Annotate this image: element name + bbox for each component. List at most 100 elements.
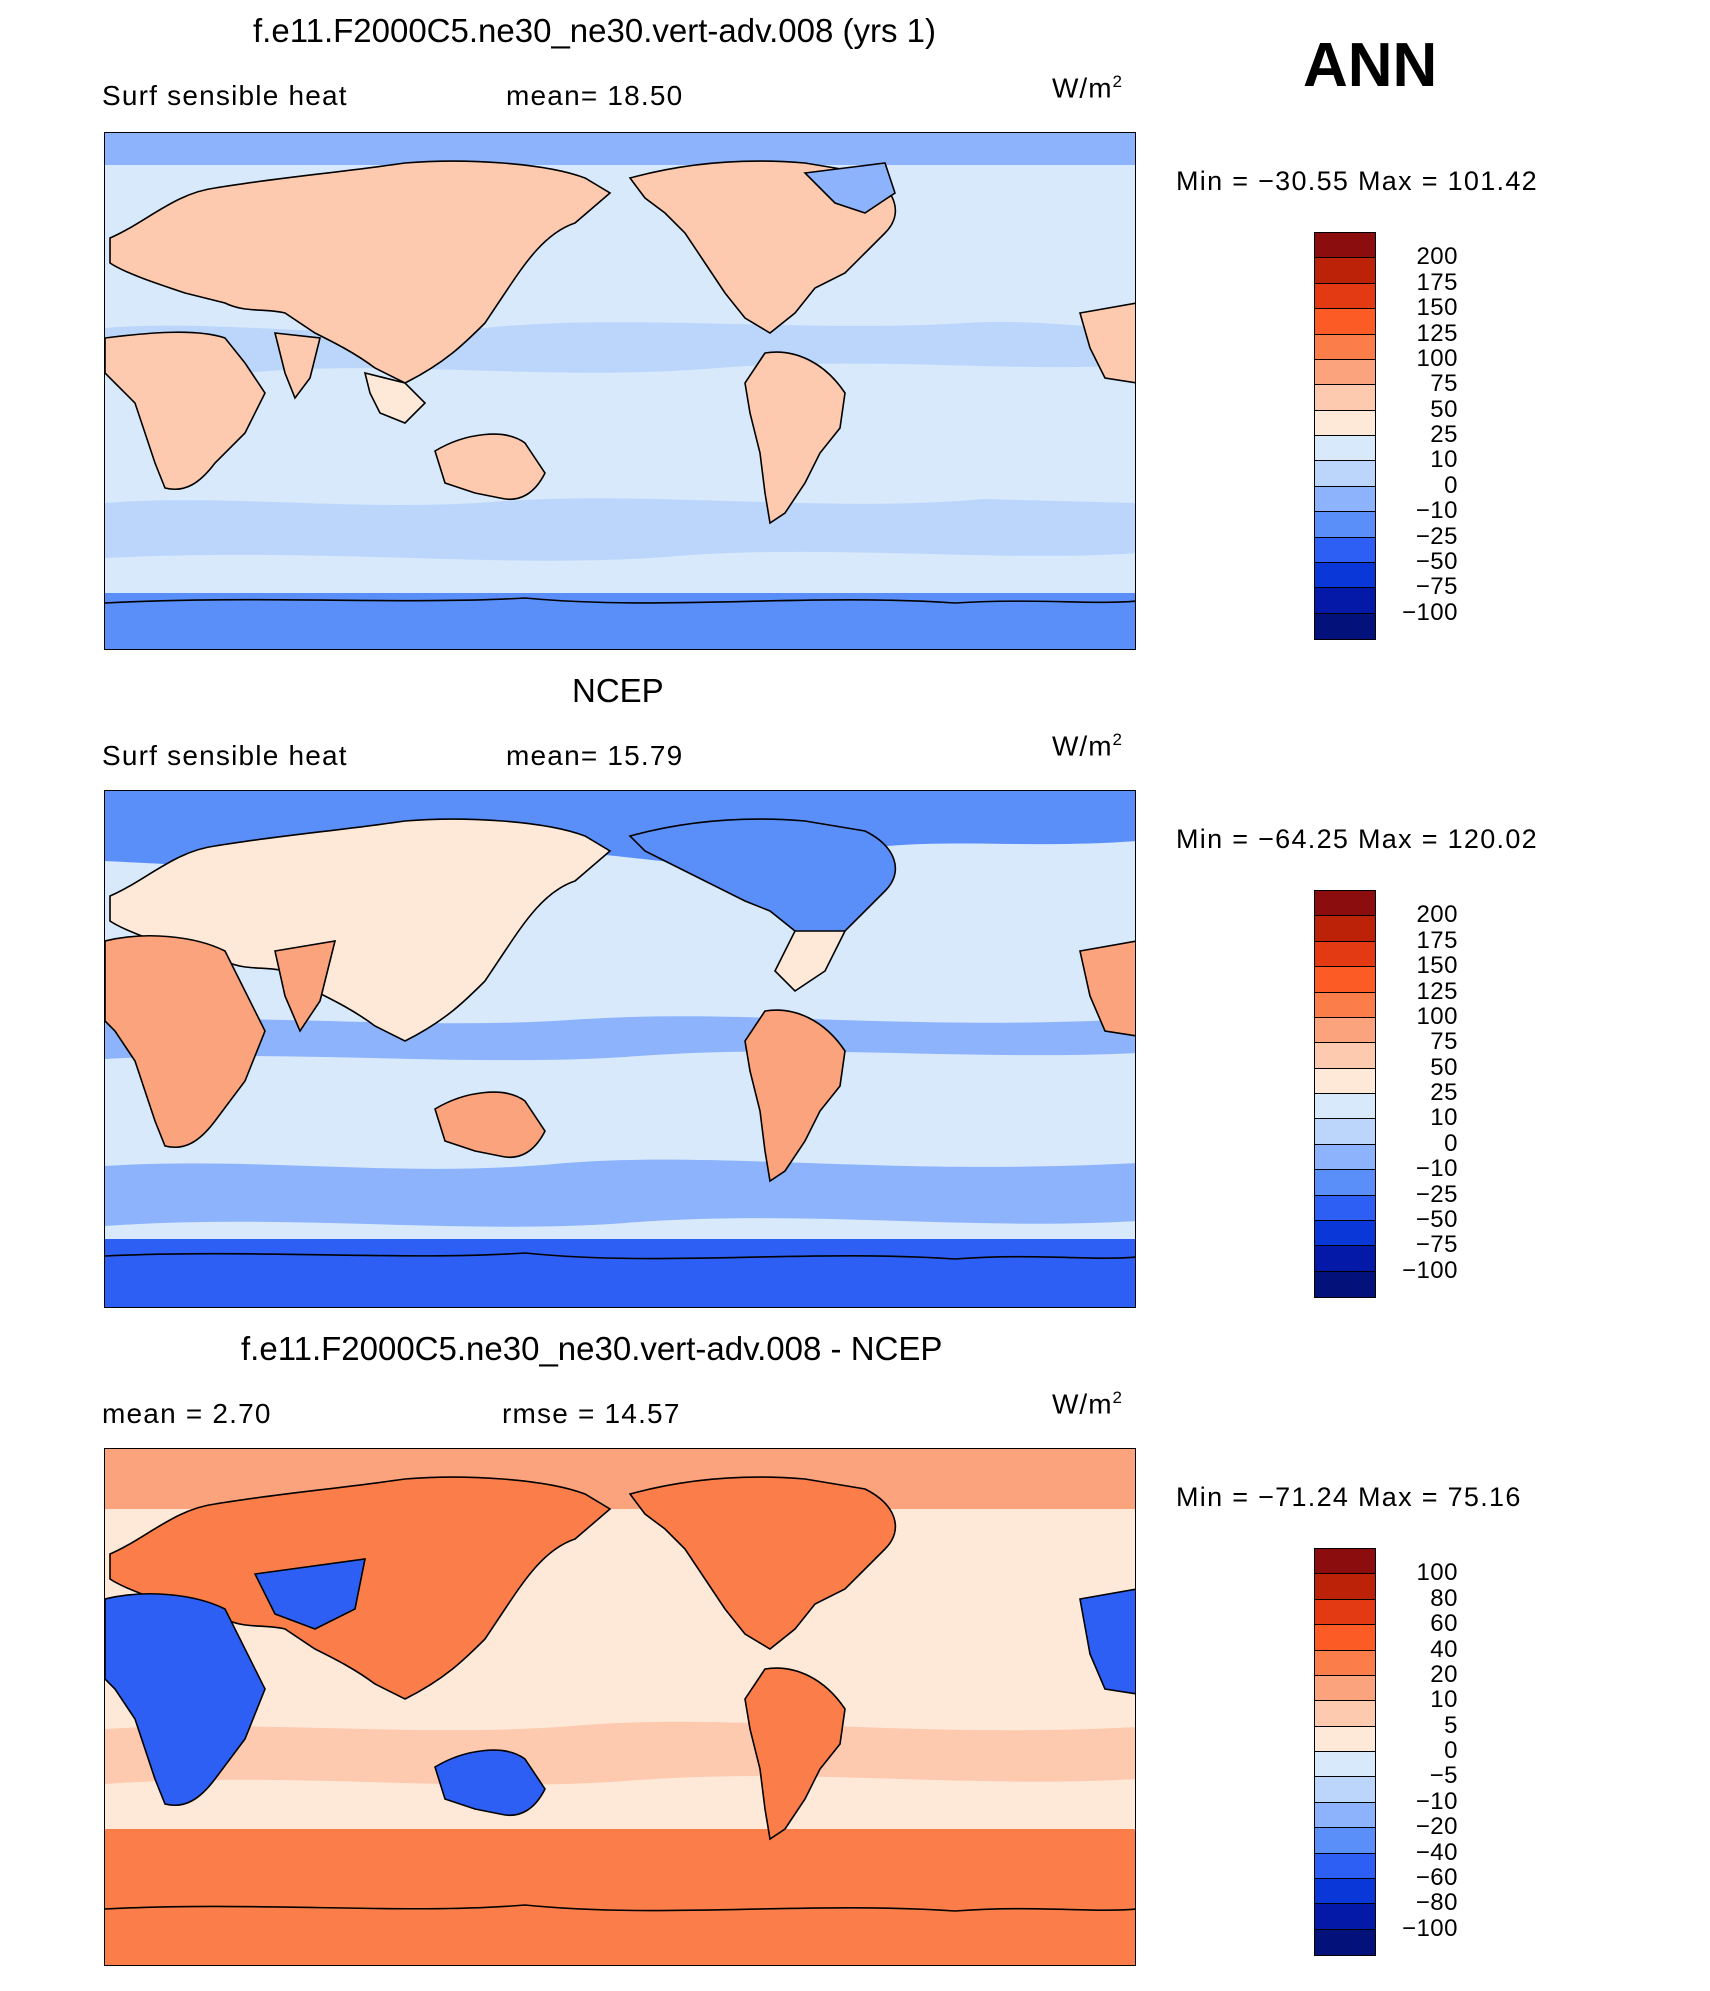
colorbar-swatch: [1315, 1043, 1375, 1069]
colorbar-level-label: 10: [1430, 1104, 1458, 1132]
colorbar-level-label: −5: [1429, 1762, 1458, 1790]
colorbar-level-label: −20: [1415, 1813, 1458, 1841]
colorbar-level-label: −100: [1401, 1256, 1458, 1284]
colorbar-swatch: [1315, 283, 1375, 310]
season-label: ANN: [1303, 31, 1438, 100]
colorbar-swatch: [1315, 1777, 1375, 1803]
panel-3-mean-label: mean = 2.70: [102, 1398, 272, 1429]
colorbar-swatch: [1315, 1170, 1375, 1196]
colorbar-level-label: 25: [1430, 1079, 1458, 1106]
colorbar-swatch: [1315, 1119, 1375, 1145]
colorbar-swatch: [1315, 916, 1375, 942]
colorbar-level-label: −75: [1415, 573, 1458, 601]
colorbar-level-label: 0: [1444, 1737, 1458, 1764]
colorbar-swatch: [1315, 486, 1375, 513]
colorbar-level-label: 50: [1430, 1053, 1458, 1081]
panel-3-title: f.e11.F2000C5.ne30_ne30.vert-adv.008 - N…: [241, 1330, 943, 1367]
colorbar-level-label: −60: [1415, 1863, 1458, 1891]
colorbar-level-label: 10: [1430, 446, 1458, 474]
panel-2-title: NCEP: [572, 672, 664, 709]
colorbar-swatch: [1315, 1220, 1375, 1247]
colorbar-swatch: [1315, 1144, 1375, 1171]
colorbar-level-label: 100: [1416, 1002, 1458, 1030]
panel-3-min-max: Min = −71.24 Max = 75.16: [1176, 1482, 1522, 1512]
panel-1-mean-label: mean= 18.50: [506, 80, 684, 111]
panel-2-mean-label: mean= 15.79: [506, 740, 684, 771]
colorbar-swatch: [1315, 941, 1375, 968]
colorbar-level-label: 0: [1444, 471, 1458, 499]
panel-3-rmse-label: rmse = 14.57: [502, 1398, 681, 1429]
panel-2-map: [104, 790, 1136, 1308]
panel-1-min-max: Min = −30.55 Max = 101.42: [1176, 166, 1538, 196]
colorbar-level-label: −25: [1415, 1180, 1458, 1208]
colorbar-level-label: −50: [1415, 547, 1458, 575]
colorbar-swatch: [1315, 1068, 1375, 1094]
colorbar-level-label: 75: [1430, 370, 1458, 398]
colorbar-swatch: [1315, 967, 1375, 993]
colorbar-swatch: [1315, 891, 1375, 917]
colorbar-swatch: [1315, 1549, 1375, 1575]
panel-1-title: f.e11.F2000C5.ne30_ne30.vert-adv.008 (yr…: [253, 12, 937, 49]
colorbar-swatch: [1315, 613, 1375, 639]
panel-3-colorbar: [1314, 1548, 1376, 1956]
colorbar-swatch: [1315, 258, 1375, 284]
colorbar-swatch: [1315, 1828, 1375, 1854]
colorbar-swatch: [1315, 1271, 1375, 1297]
colorbar-level-label: 50: [1430, 395, 1458, 423]
colorbar-level-label: 200: [1416, 901, 1458, 929]
colorbar-swatch: [1315, 233, 1375, 259]
colorbar-swatch: [1315, 461, 1375, 487]
colorbar-swatch: [1315, 1853, 1375, 1879]
colorbar-swatch: [1315, 436, 1375, 462]
colorbar-swatch: [1315, 1574, 1375, 1600]
colorbar-level-label: 175: [1416, 268, 1458, 296]
colorbar-level-label: −10: [1415, 1155, 1458, 1183]
panel-2-variable-label: Surf sensible heat: [102, 740, 348, 771]
colorbar-swatch: [1315, 562, 1375, 589]
colorbar-swatch: [1315, 309, 1375, 335]
colorbar-level-label: 80: [1430, 1584, 1458, 1612]
panel-1-colorbar: [1314, 232, 1376, 640]
colorbar-level-label: 100: [1416, 344, 1458, 372]
colorbar-swatch: [1315, 1701, 1375, 1727]
colorbar-swatch: [1315, 1246, 1375, 1272]
colorbar-swatch: [1315, 359, 1375, 386]
colorbar-level-label: 75: [1430, 1028, 1458, 1056]
colorbar-swatch: [1315, 1752, 1375, 1778]
colorbar-level-label: 150: [1416, 294, 1458, 322]
panel-2-colorbar: [1314, 890, 1376, 1298]
colorbar-level-label: −50: [1415, 1205, 1458, 1233]
colorbar-swatch: [1315, 588, 1375, 614]
colorbar-swatch: [1315, 1599, 1375, 1626]
colorbar-swatch: [1315, 1904, 1375, 1930]
colorbar-level-label: 200: [1416, 243, 1458, 271]
colorbar-swatch: [1315, 512, 1375, 538]
colorbar-level-label: 150: [1416, 952, 1458, 980]
colorbar-level-label: 175: [1416, 926, 1458, 954]
colorbar-level-label: −10: [1415, 497, 1458, 525]
panel-2-units: W/m2: [1052, 730, 1123, 762]
colorbar-level-label: −100: [1401, 1914, 1458, 1942]
colorbar-swatch: [1315, 992, 1375, 1018]
colorbar-level-label: −10: [1415, 1787, 1458, 1815]
colorbar-level-label: 25: [1430, 421, 1458, 448]
colorbar-level-label: −75: [1415, 1231, 1458, 1259]
colorbar-level-label: 60: [1430, 1610, 1458, 1638]
colorbar-swatch: [1315, 537, 1375, 563]
panel-1-units: W/m2: [1052, 72, 1123, 104]
colorbar-level-label: −80: [1415, 1889, 1458, 1917]
colorbar-swatch: [1315, 334, 1375, 360]
colorbar-swatch: [1315, 1675, 1375, 1702]
colorbar-swatch: [1315, 385, 1375, 411]
colorbar-level-label: 125: [1416, 977, 1458, 1005]
colorbar-level-label: 125: [1416, 319, 1458, 347]
colorbar-swatch: [1315, 1726, 1375, 1752]
colorbar-level-label: −100: [1401, 598, 1458, 626]
colorbar-swatch: [1315, 1195, 1375, 1221]
colorbar-level-label: 10: [1430, 1686, 1458, 1714]
panel-2-min-max: Min = −64.25 Max = 120.02: [1176, 824, 1538, 854]
colorbar-level-label: 0: [1444, 1129, 1458, 1157]
colorbar-level-label: 40: [1430, 1635, 1458, 1663]
colorbar-swatch: [1315, 1017, 1375, 1044]
colorbar-level-label: 20: [1430, 1660, 1458, 1688]
